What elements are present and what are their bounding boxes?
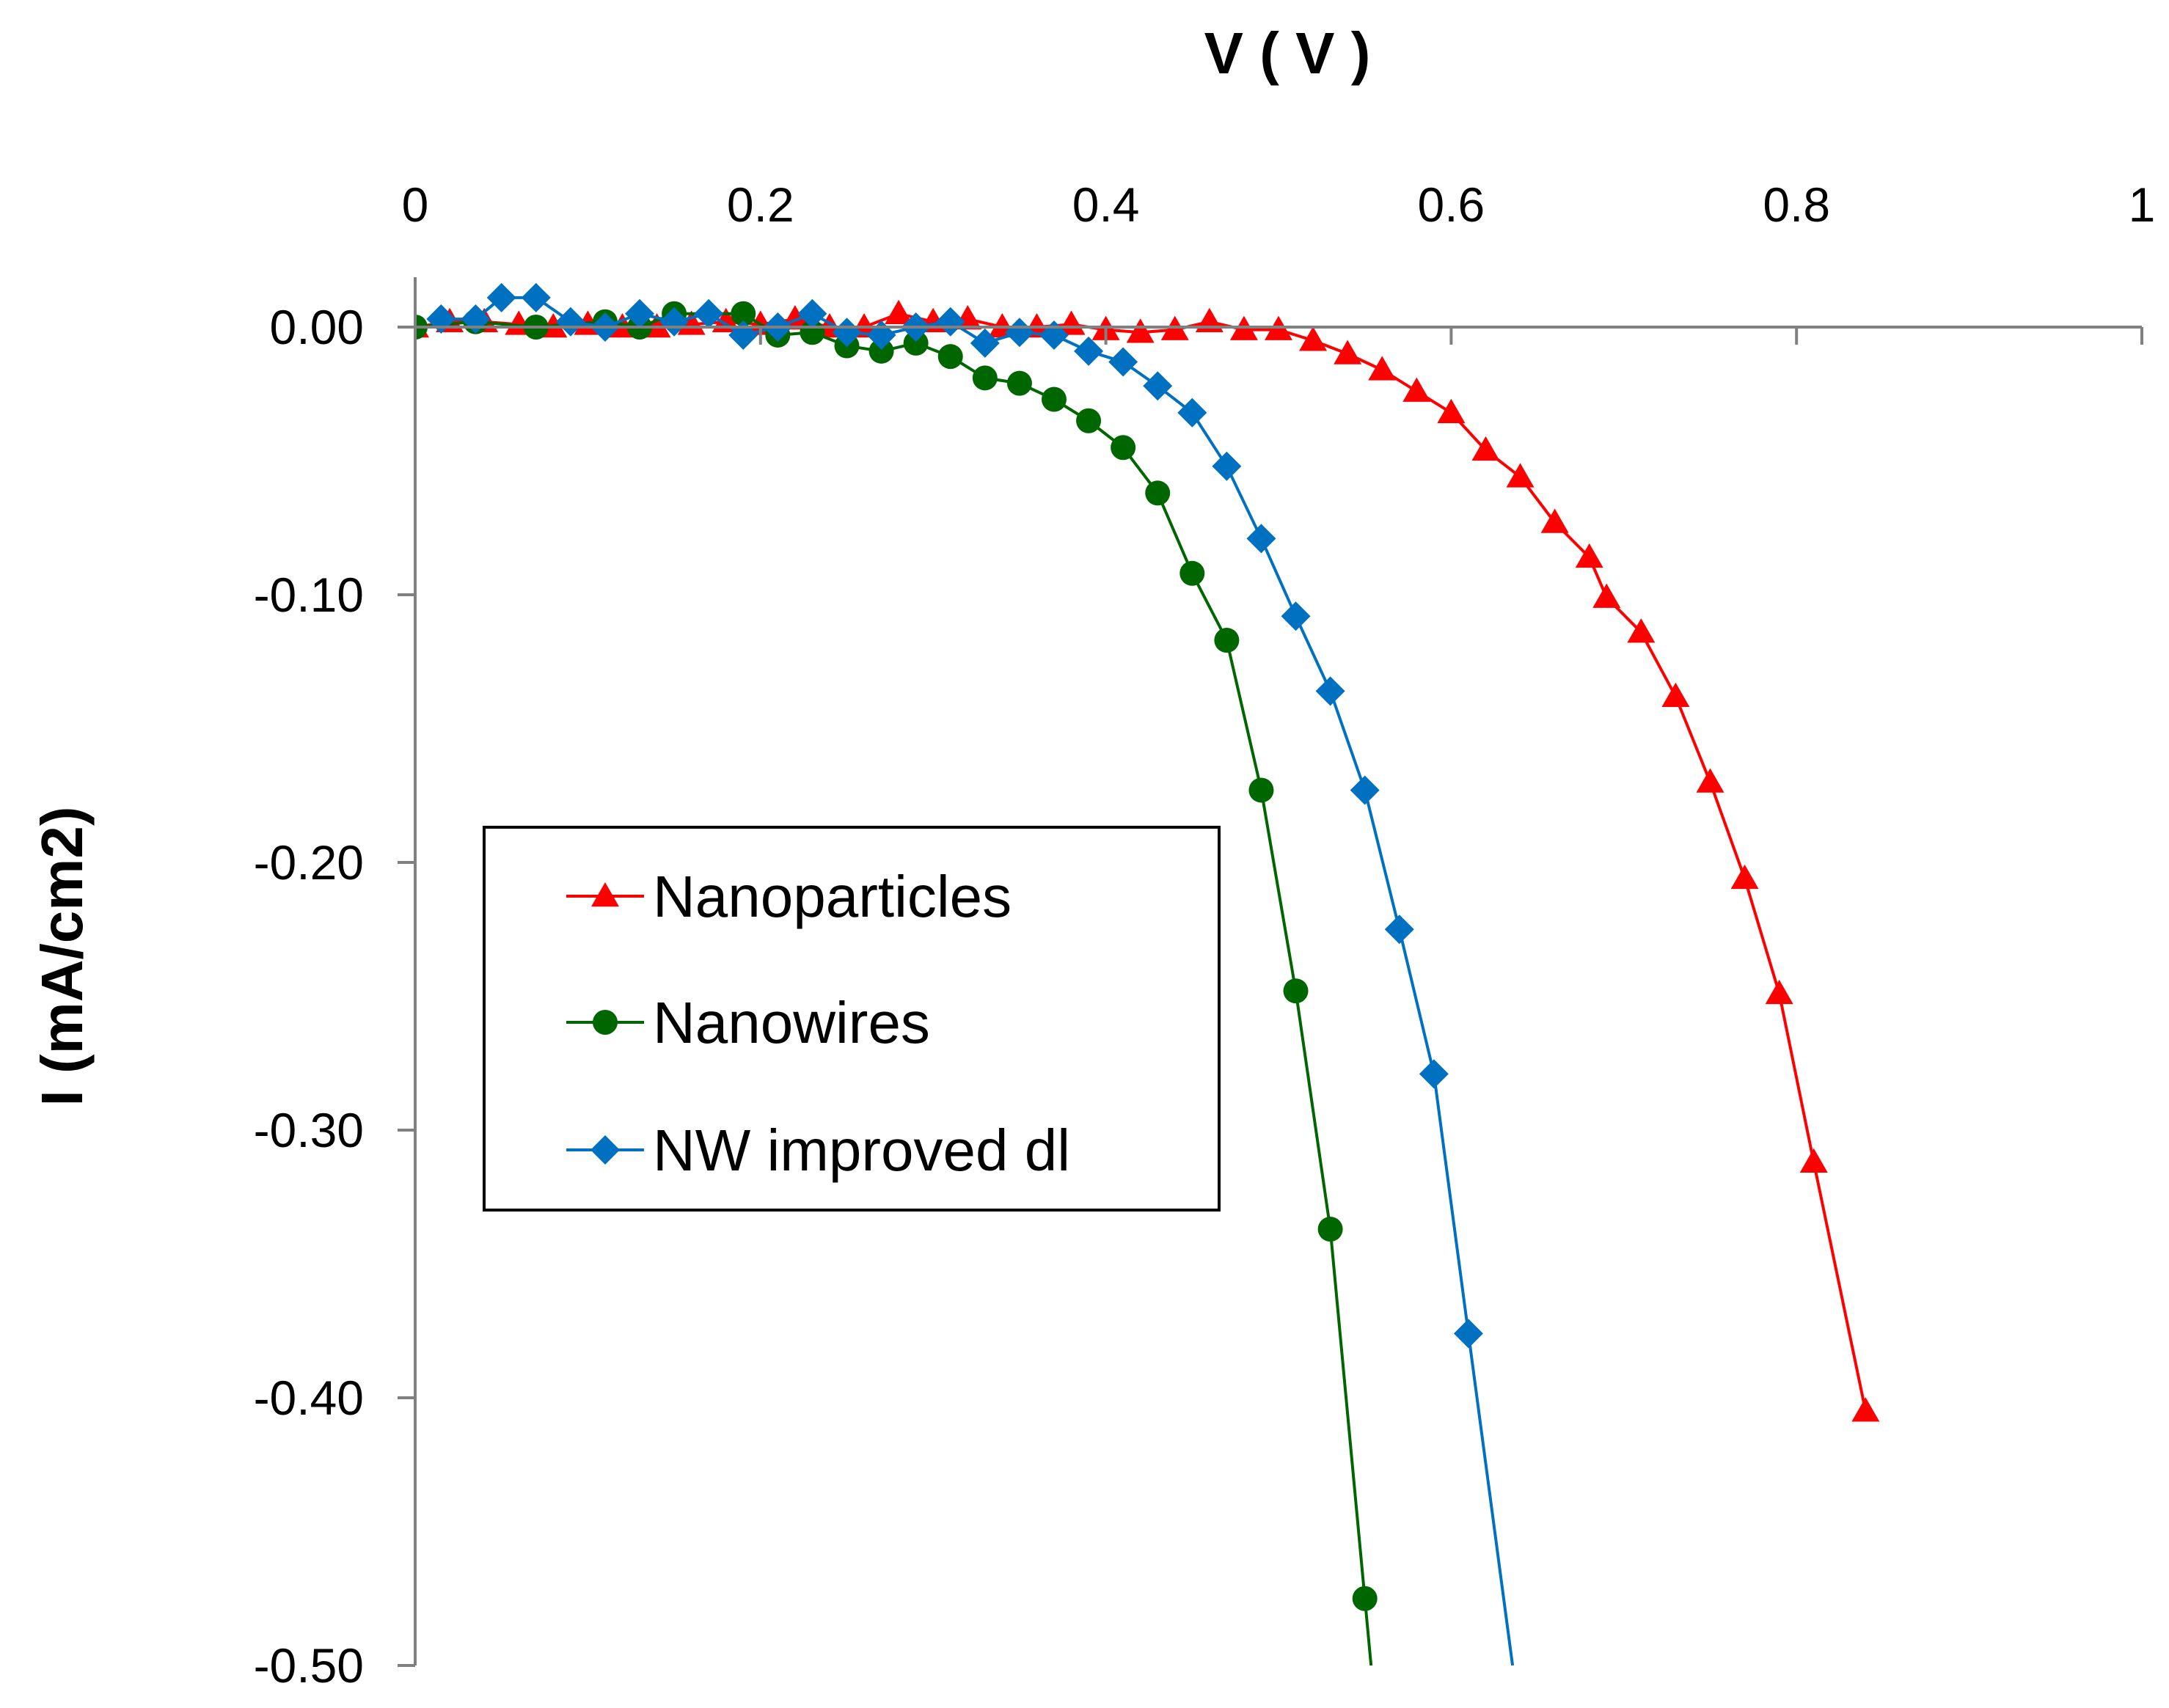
data-point — [1368, 356, 1397, 381]
data-point — [1248, 777, 1274, 803]
data-point — [1384, 915, 1414, 945]
x-tick-label: 1 — [2129, 177, 2156, 232]
x-tick-label: 0.8 — [1763, 177, 1830, 232]
data-point — [1437, 398, 1466, 424]
data-point — [797, 298, 827, 329]
y-tick-label: -0.40 — [254, 1371, 364, 1425]
data-point — [885, 299, 913, 324]
data-point — [970, 328, 1000, 358]
data-point — [1730, 864, 1759, 890]
data-point — [1214, 628, 1240, 653]
y-tick-label: -0.10 — [254, 568, 364, 622]
legend-label: Nanoparticles — [653, 864, 1012, 929]
data-point — [1126, 318, 1155, 343]
axes: 0 0.2 0.4 0.6 0.8 1 0.00 -0.10 -0.20 -0.30 -0.40 -0… — [254, 177, 2156, 1693]
legend-marker — [593, 1010, 618, 1035]
data-point — [1471, 436, 1500, 461]
data-point — [1402, 377, 1431, 402]
data-point — [1177, 397, 1207, 428]
data-point — [972, 365, 998, 391]
data-point — [1108, 347, 1138, 377]
series-nw-improved-dl — [426, 282, 1515, 1665]
data-point — [1851, 1397, 1880, 1422]
data-point — [1575, 543, 1603, 568]
data-point — [1143, 371, 1173, 401]
legend-marker — [590, 1135, 620, 1165]
x-tick-label: 0.2 — [727, 177, 794, 232]
data-point — [659, 307, 690, 337]
data-point — [1212, 451, 1242, 481]
legend-entry: Nanowires — [566, 990, 930, 1055]
x-axis-title: V ( V ) — [1204, 21, 1371, 86]
data-point — [731, 301, 756, 326]
data-point — [555, 307, 585, 337]
data-point — [937, 344, 963, 370]
y-tick-label: -0.20 — [254, 835, 364, 890]
data-point — [1315, 676, 1345, 706]
data-point — [832, 318, 862, 348]
data-point — [903, 330, 929, 356]
legend: Nanoparticles Nanowires NW improved dl — [483, 826, 1221, 1212]
legend-label: NW improved dl — [653, 1118, 1070, 1183]
y-tick-label: 0.00 — [270, 300, 364, 354]
legend-entry: Nanoparticles — [566, 864, 1012, 929]
data-point — [1765, 979, 1793, 1005]
legend-label: Nanowires — [653, 990, 930, 1055]
data-point — [1627, 618, 1656, 643]
data-point — [1334, 340, 1362, 364]
data-point — [1076, 408, 1102, 433]
data-point — [1057, 310, 1086, 335]
data-point — [694, 298, 724, 329]
data-point — [1419, 1059, 1449, 1089]
data-point — [1799, 1148, 1828, 1173]
data-point — [1506, 463, 1535, 488]
data-point — [1041, 386, 1067, 412]
data-point — [521, 282, 551, 312]
y-tick-label: -0.50 — [254, 1638, 364, 1693]
data-point — [1352, 1586, 1378, 1611]
data-point — [1350, 775, 1380, 805]
legend-entry: NW improved dl — [566, 1118, 1070, 1183]
data-point — [1453, 1319, 1483, 1349]
data-point — [1661, 682, 1690, 707]
data-point — [1179, 560, 1205, 586]
data-point — [1145, 480, 1171, 506]
plot-area — [414, 282, 1880, 1665]
x-tick-label: 0.4 — [1072, 177, 1140, 232]
data-point — [868, 338, 894, 364]
data-point — [677, 310, 706, 335]
legend-marker — [591, 882, 619, 907]
x-tick-label: 0.6 — [1418, 177, 1485, 232]
data-point — [486, 282, 516, 312]
data-point — [1283, 978, 1309, 1004]
data-point — [1074, 336, 1104, 366]
data-point — [1317, 1217, 1343, 1242]
data-point — [1246, 524, 1276, 554]
y-tick-label: -0.30 — [254, 1103, 364, 1157]
data-point — [1540, 508, 1569, 533]
data-point — [1004, 318, 1034, 348]
data-point — [1299, 326, 1328, 351]
data-point — [935, 307, 965, 337]
data-point — [1281, 601, 1311, 631]
y-axis-title: I (mA/cm2) — [29, 807, 95, 1107]
data-point — [625, 298, 655, 329]
data-point — [1111, 435, 1136, 461]
x-tick-label: 0 — [402, 177, 429, 232]
data-point — [1006, 370, 1032, 396]
data-point — [1696, 768, 1724, 793]
data-point — [1592, 583, 1621, 608]
